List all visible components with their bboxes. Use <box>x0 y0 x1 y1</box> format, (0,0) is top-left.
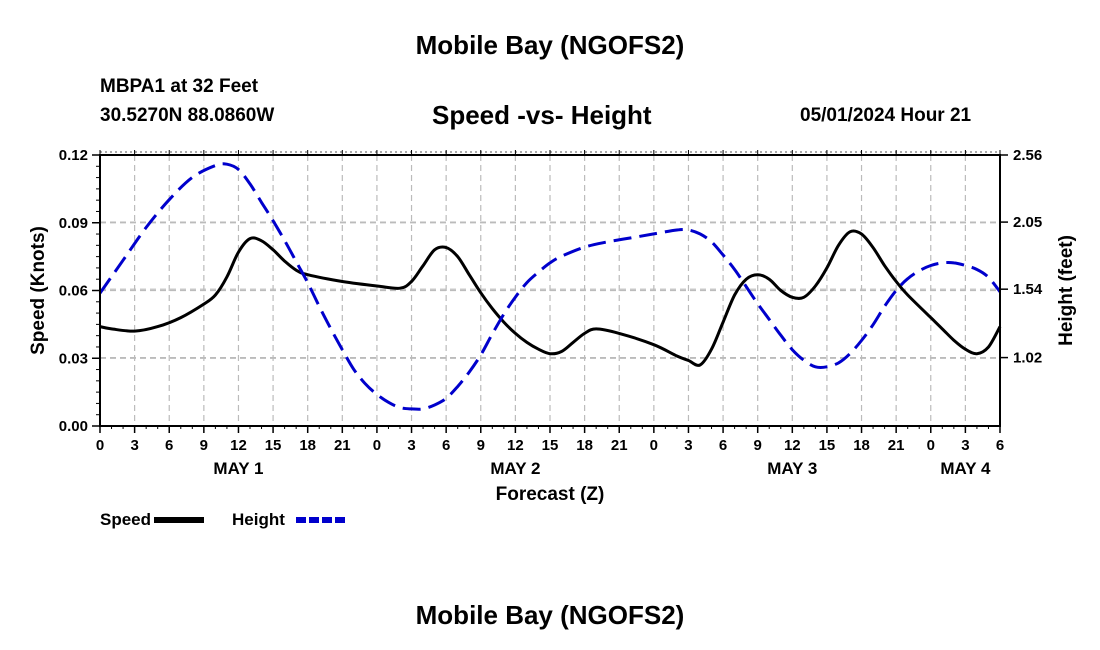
axes <box>92 150 1008 433</box>
x-tick-label: 21 <box>611 437 628 454</box>
y-left-tick-label: 0.06 <box>59 283 88 300</box>
x-tick-label: 6 <box>165 437 173 454</box>
x-tick-label: 9 <box>200 437 208 454</box>
x-tick-label: 0 <box>927 437 935 454</box>
date-label: MAY 4 <box>940 459 991 478</box>
y-right-tick-label: 2.05 <box>1013 214 1042 231</box>
y-right-tick-label: 1.54 <box>1013 281 1043 298</box>
x-tick-label: 12 <box>507 437 524 454</box>
y-right-tick-label: 2.56 <box>1013 147 1042 164</box>
coordinates-label: 30.5270N 88.0860W <box>100 105 275 126</box>
legend-label-speed: Speed <box>100 510 151 529</box>
y-left-tick-label: 0.09 <box>59 215 88 232</box>
x-tick-label: 12 <box>784 437 801 454</box>
x-tick-label: 3 <box>130 437 138 454</box>
station-label: MBPA1 at 32 Feet <box>100 76 259 97</box>
chart-subtitle: Speed -vs- Height <box>432 100 652 130</box>
date-label: MAY 2 <box>490 459 540 478</box>
x-tick-label: 21 <box>334 437 351 454</box>
height-series-line <box>98 162 1002 411</box>
x-tick-label: 12 <box>230 437 247 454</box>
x-tick-label: 3 <box>961 437 969 454</box>
y-left-axis-label: Speed (Knots) <box>28 226 49 355</box>
x-tick-label: 0 <box>650 437 658 454</box>
x-tick-label: 15 <box>265 437 282 454</box>
x-tick-label: 18 <box>576 437 593 454</box>
x-tick-label: 9 <box>754 437 762 454</box>
speed-series-line <box>99 229 1002 367</box>
y-right-axis-label: Height (feet) <box>1056 235 1077 346</box>
x-tick-label: 9 <box>477 437 485 454</box>
legend-label-height: Height <box>232 510 285 529</box>
x-tick-label: 21 <box>888 437 905 454</box>
y-left-tick-label: 0.12 <box>59 147 88 164</box>
page-title: Mobile Bay (NGOFS2) <box>415 30 685 60</box>
x-tick-label: 6 <box>442 437 450 454</box>
footer-title: Mobile Bay (NGOFS2) <box>415 600 685 630</box>
x-tick-label: 18 <box>299 437 316 454</box>
y-left-tick-label: 0.03 <box>59 350 88 367</box>
forecast-datetime: 05/01/2024 Hour 21 <box>800 105 972 126</box>
legend: Speed Height <box>100 510 346 529</box>
x-tick-label: 18 <box>853 437 870 454</box>
x-axis-label: Forecast (Z) <box>496 484 605 505</box>
date-label: MAY 3 <box>767 459 817 478</box>
series-layer <box>98 162 1002 411</box>
y-left-tick-label: 0.00 <box>59 418 88 435</box>
x-tick-label: 15 <box>542 437 559 454</box>
x-tick-label: 6 <box>996 437 1004 454</box>
grid <box>100 151 1000 426</box>
x-tick-label: 3 <box>407 437 415 454</box>
x-tick-label: 0 <box>96 437 104 454</box>
date-label: MAY 1 <box>213 459 263 478</box>
x-tick-label: 6 <box>719 437 727 454</box>
x-tick-label: 0 <box>373 437 381 454</box>
x-tick-label: 15 <box>819 437 836 454</box>
x-tick-label: 3 <box>684 437 692 454</box>
y-right-tick-label: 1.02 <box>1013 350 1042 367</box>
labels: 0 3 6 9 12 15 18 21 0 3 6 9 12 15 18 21 0 3 6 9 12 15 18 21 0 3 6 0… <box>28 147 1077 505</box>
